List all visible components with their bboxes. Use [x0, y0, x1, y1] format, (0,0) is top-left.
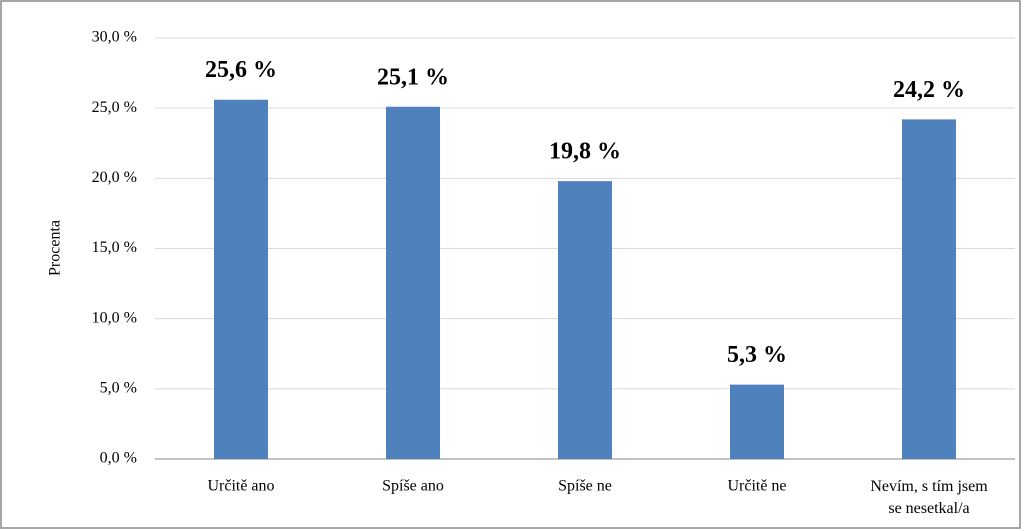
data-label: 25,6 %: [205, 57, 277, 83]
bar: [558, 181, 612, 459]
bar: [386, 106, 440, 459]
data-label: 19,8 %: [549, 139, 621, 165]
data-label: 25,1 %: [377, 64, 449, 90]
y-axis-label: Procenta: [47, 220, 64, 276]
x-tick-label: Určitě ano: [207, 478, 274, 495]
y-tick-label: 20,0 %: [92, 169, 137, 186]
y-tick-label: 30,0 %: [92, 29, 137, 46]
y-tick-label: 10,0 %: [92, 309, 137, 326]
x-tick-label: Nevím, s tím jsem se nesetkal/a: [870, 478, 988, 517]
y-tick-label: 25,0 %: [92, 99, 137, 116]
x-tick-label: Spíše ne: [558, 478, 612, 495]
y-tick-label: 15,0 %: [92, 239, 137, 256]
data-label: 24,2 %: [893, 77, 965, 103]
data-label: 5,3 %: [727, 342, 787, 368]
bar: [730, 384, 784, 459]
x-tick-label: Určitě ne: [727, 478, 786, 495]
y-tick-label: 5,0 %: [100, 380, 137, 397]
y-tick-label: 0,0 %: [100, 450, 137, 467]
bar: [214, 99, 268, 459]
bar: [902, 119, 956, 459]
x-tick-label: Spíše ano: [382, 478, 444, 495]
